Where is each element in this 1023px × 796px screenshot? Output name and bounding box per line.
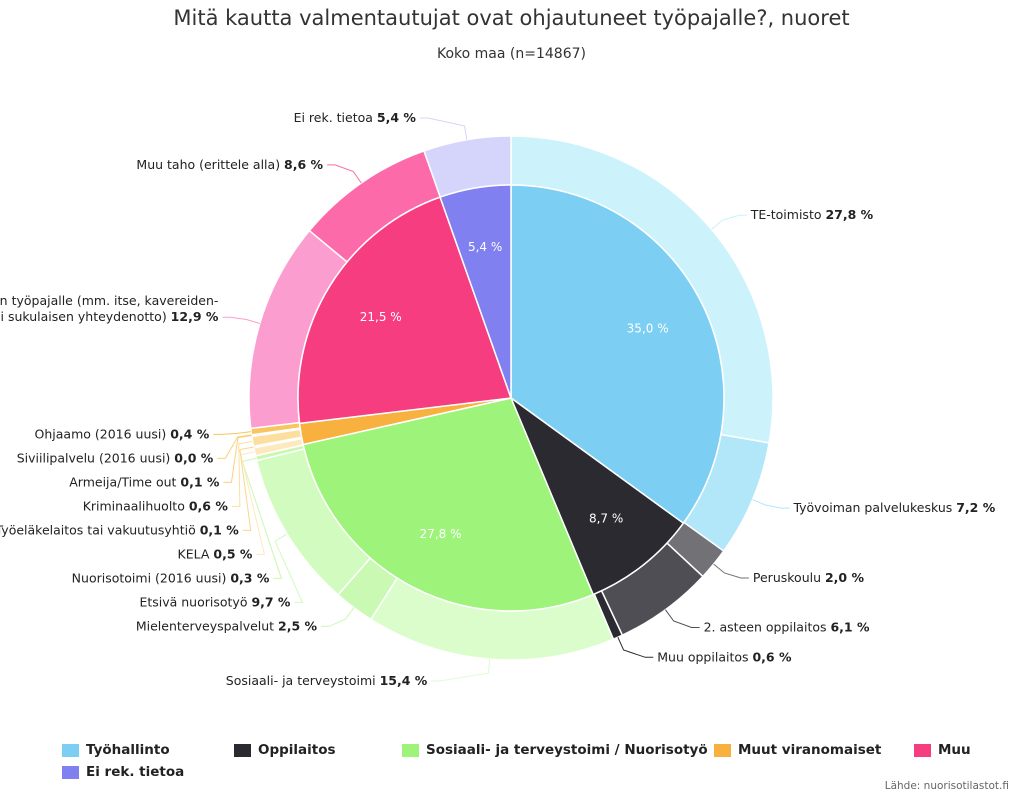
legend-swatch bbox=[914, 743, 931, 757]
source-note: Lähde: nuorisotilastot.fi bbox=[884, 780, 1009, 792]
connector-tyoelakelaitos-tai-vakuutusyhtio bbox=[239, 446, 254, 531]
legend-label: Oppilaitos bbox=[258, 742, 336, 758]
outer-label-suoraan-tyopajalle-mm-itse-kavereiden-tai-sukulaisen-yhteydenotto-line1: Suoraan työpajalle (mm. itse, kavereiden… bbox=[0, 293, 218, 308]
connector-peruskoulu bbox=[713, 563, 749, 579]
inner-label-ei-rek-tietoa: 5,4 % bbox=[468, 240, 502, 254]
outer-label-tyovoiman-palvelukeskus: Työvoiman palvelukeskus 7,2 % bbox=[792, 500, 995, 515]
inner-slice-sosiaali-ja-terveystoimi-nuorisotyo[interactable] bbox=[302, 397, 595, 612]
legend-item-ei-rek-tietoa[interactable]: Ei rek. tietoa bbox=[62, 764, 184, 780]
legend-item-tyohallinto[interactable]: Työhallinto bbox=[62, 742, 170, 758]
outer-label-kela: KELA 0,5 % bbox=[178, 546, 253, 561]
legend-label: Työhallinto bbox=[86, 742, 170, 758]
inner-pie bbox=[297, 184, 725, 612]
connector-kriminaalihuolto bbox=[231, 440, 253, 507]
connector-etsiva-nuorisotyo bbox=[274, 533, 304, 603]
outer-label-kriminaalihuolto: Kriminaalihuolto 0,6 % bbox=[83, 498, 229, 513]
outer-label-ei-rek-tietoa: Ei rek. tietoa 5,4 % bbox=[294, 110, 417, 125]
connector-sosiaali-ja-terveystoimi bbox=[431, 659, 491, 682]
connector-muu-oppilaitos bbox=[617, 637, 654, 658]
connector-ei-rek-tietoa bbox=[419, 117, 468, 140]
legend-label: Ei rek. tietoa bbox=[86, 764, 185, 780]
legend-swatch bbox=[62, 765, 79, 779]
legend-label: Sosiaali- ja terveystoimi / Nuorisotyö bbox=[426, 742, 708, 758]
connector-suoraan-tyopajalle-mm-itse-kavereiden-tai-sukulaisen-yhteydenotto bbox=[222, 316, 260, 324]
legend-item-sosiaali-ja-terveystoimi-nuorisotyo[interactable]: Sosiaali- ja terveystoimi / Nuorisotyö bbox=[402, 742, 708, 758]
legend-item-muut-viranomaiset[interactable]: Muut viranomaiset bbox=[714, 742, 881, 758]
outer-label-suoraan-tyopajalle-mm-itse-kavereiden-tai-sukulaisen-yhteydenotto-line2: tai sukulaisen yhteydenotto) 12,9 % bbox=[0, 309, 219, 324]
legend-label: Muut viranomaiset bbox=[738, 742, 882, 758]
outer-label-muu-taho-erittele-alla: Muu taho (erittele alla) 8,6 % bbox=[136, 157, 323, 172]
outer-label-etsiva-nuorisotyo: Etsivä nuorisotyö 9,7 % bbox=[139, 594, 290, 609]
connector-siviilipalvelu-2016-uusi bbox=[217, 434, 252, 459]
outer-ring bbox=[248, 135, 774, 661]
connector-te-toimisto bbox=[711, 214, 747, 230]
inner-slice-ei-rek-tietoa[interactable] bbox=[439, 184, 512, 399]
legend-swatch bbox=[62, 743, 79, 757]
outer-label-te-toimisto: TE-toimisto 27,8 % bbox=[750, 207, 874, 222]
outer-label-nuorisotoimi-2016-uusi: Nuorisotoimi (2016 uusi) 0,3 % bbox=[72, 570, 270, 585]
outer-label-muu-oppilaitos: Muu oppilaitos 0,6 % bbox=[657, 649, 792, 664]
outer-label-siviilipalvelu-2016-uusi: Siviilipalvelu (2016 uusi) 0,0 % bbox=[17, 450, 214, 465]
pie-chart: 35,0 % 8,7 % 27,8 % 21,5 % 5,4 % TE-toimisto … bbox=[0, 110, 996, 688]
legend-swatch bbox=[714, 743, 731, 757]
outer-label-mielenterveyspalvelut: Mielenterveyspalvelut 2,5 % bbox=[136, 618, 318, 633]
inner-label-tyohallinto: 35,0 % bbox=[627, 321, 669, 335]
inner-label-oppilaitos: 8,7 % bbox=[589, 511, 623, 525]
chart-title: Mitä kautta valmentautujat ovat ohjautun… bbox=[173, 6, 850, 30]
connector-armeija-time-out bbox=[223, 435, 252, 483]
slice-labels: 35,0 % 8,7 % 27,8 % 21,5 % 5,4 % TE-toimisto … bbox=[0, 110, 996, 688]
outer-label-armeija-time-out: Armeija/Time out 0,1 % bbox=[69, 474, 220, 489]
connector-mielenterveyspalvelut bbox=[321, 607, 355, 627]
inner-slice-muu[interactable] bbox=[297, 196, 513, 425]
connector-ohjaamo-2016-uusi bbox=[213, 431, 252, 435]
outer-label-peruskoulu: Peruskoulu 2,0 % bbox=[753, 570, 865, 585]
inner-slice-tyohallinto[interactable] bbox=[510, 184, 725, 525]
connector-nuorisotoimi-2016-uusi bbox=[241, 457, 283, 579]
legend-item-oppilaitos[interactable]: Oppilaitos bbox=[234, 742, 336, 758]
inner-label-muu: 21,5 % bbox=[360, 310, 402, 324]
legend-item-muu[interactable]: Muu bbox=[914, 742, 971, 758]
outer-label-sosiaali-ja-terveystoimi: Sosiaali- ja terveystoimi 15,4 % bbox=[226, 673, 428, 688]
outer-label-tyoelakelaitos-tai-vakuutusyhtio: Työeläkelaitos tai vakuutusyhtiö 0,1 % bbox=[0, 522, 239, 537]
inner-slice-oppilaitos[interactable] bbox=[509, 395, 685, 596]
connector-2-asteen-oppilaitos bbox=[664, 609, 700, 628]
connector-muu-taho-erittele-alla bbox=[327, 164, 362, 184]
connector-tyovoiman-palvelukeskus bbox=[752, 499, 790, 509]
outer-label-2-asteen-oppilaitos: 2. asteen oppilaitos 6,1 % bbox=[704, 619, 870, 634]
legend-swatch bbox=[402, 743, 419, 757]
chart-subtitle: Koko maa (n=14867) bbox=[437, 46, 586, 62]
connector-kela bbox=[240, 451, 266, 555]
inner-label-sosiaali-ja-terveystoimi-nuorisotyo: 27,8 % bbox=[420, 527, 462, 541]
outer-label-ohjaamo-2016-uusi: Ohjaamo (2016 uusi) 0,4 % bbox=[35, 426, 210, 441]
chart-legend: Työhallinto Oppilaitos Sosiaali- ja tervey… bbox=[62, 742, 992, 782]
legend-swatch bbox=[234, 743, 251, 757]
legend-label: Muu bbox=[938, 742, 971, 758]
